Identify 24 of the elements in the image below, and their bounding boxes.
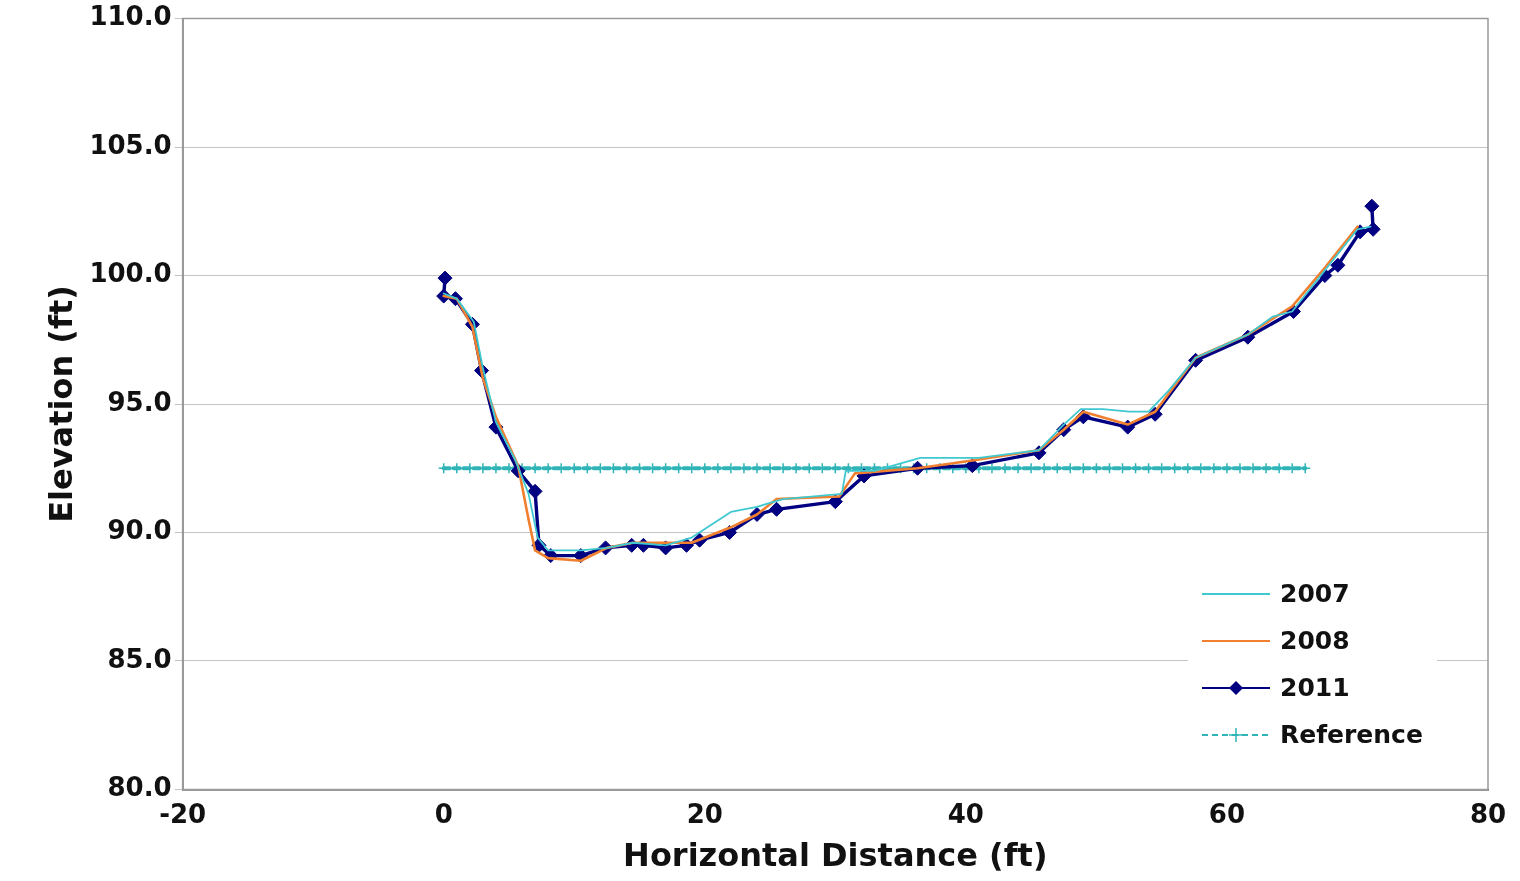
x-tick-label: 20	[686, 798, 723, 829]
y-axis-title: Elevation (ft)	[41, 285, 80, 523]
legend-label: 2008	[1280, 626, 1350, 656]
y-tick-label: 100.0	[89, 258, 172, 289]
x-tick-label: 80	[1469, 798, 1507, 829]
y-tick-label: 95.0	[107, 386, 172, 417]
y-tick-label: 90.0	[107, 515, 172, 546]
point	[437, 270, 453, 286]
point	[964, 458, 980, 474]
x-tick-label: 0	[434, 798, 453, 829]
y-tick-label: 110.0	[89, 1, 172, 32]
x-tick-label: 60	[1208, 798, 1246, 829]
point	[1364, 198, 1380, 214]
point	[1330, 257, 1346, 273]
point	[769, 501, 785, 517]
x-tick-label: 40	[947, 798, 984, 829]
point	[1365, 221, 1381, 237]
y-tick-label: 105.0	[89, 129, 172, 160]
y-tick-label: 85.0	[107, 643, 172, 674]
x-axis-title: Horizontal Distance (ft)	[623, 836, 1048, 875]
legend-label: Reference	[1280, 720, 1423, 750]
legend-label: 2007	[1280, 579, 1350, 609]
legend-label: 2011	[1280, 673, 1350, 703]
point	[527, 483, 543, 499]
